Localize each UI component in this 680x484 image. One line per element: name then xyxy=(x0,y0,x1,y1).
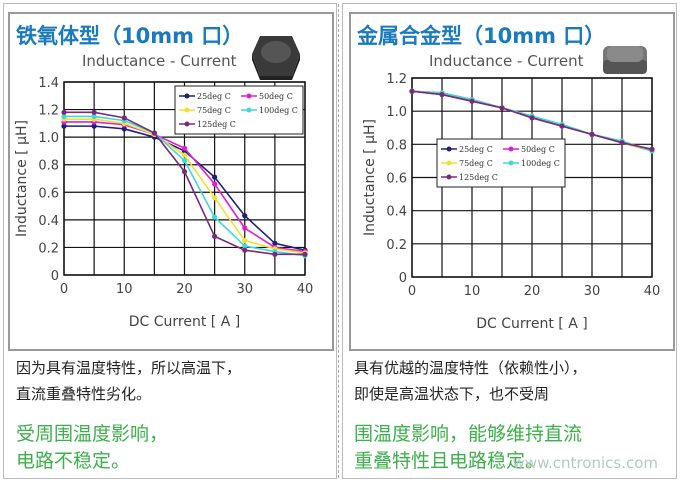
left-frame xyxy=(3,3,337,479)
watermark: www.cntronics.com xyxy=(512,454,658,472)
right-highlight-line: 重叠特性且电路稳定。 xyxy=(354,450,545,472)
right-desc-line: 具有优越的温度特性（依赖性小）， xyxy=(354,359,587,377)
left-desc-line: 直流重叠特性劣化。 xyxy=(16,385,152,403)
left-desc-line: 因为具有温度特性，所以高温下， xyxy=(16,359,242,377)
right-title: 金属合金型（10mm 口） xyxy=(357,24,606,48)
right-chart-title: Inductance - Current xyxy=(429,52,584,70)
divider xyxy=(338,4,339,478)
left-highlight-line: 电路不稳定。 xyxy=(16,450,131,472)
right-highlight-line: 围温度影响，能够维持直流 xyxy=(354,423,583,445)
right-panel: 金属合金型（10mm 口） Inductance - Current xyxy=(349,12,675,351)
ferrite-inductor-image xyxy=(252,36,300,80)
left-panel: 铁氧体型（10mm 口） Inductance - Current xyxy=(8,12,334,351)
left-highlight-line: 受周围温度影响， xyxy=(16,423,169,445)
right-highlight: 围温度影响，能够维持直流 重叠特性且电路稳定。 xyxy=(354,421,582,475)
left-chart-title: Inductance - Current xyxy=(82,52,237,70)
left-description: 因为具有温度特性，所以高温下， 直流重叠特性劣化。 xyxy=(16,355,241,407)
metal-alloy-inductor-image xyxy=(603,46,647,74)
right-description: 具有优越的温度特性（依赖性小）， 即使是高温状态下，也不受周 xyxy=(354,355,587,407)
left-title: 铁氧体型（10mm 口） xyxy=(16,24,244,48)
left-highlight: 受周围温度影响， 电路不稳定。 xyxy=(16,421,168,475)
right-frame xyxy=(342,3,677,479)
right-desc-line: 即使是高温状态下，也不受周 xyxy=(354,385,550,403)
